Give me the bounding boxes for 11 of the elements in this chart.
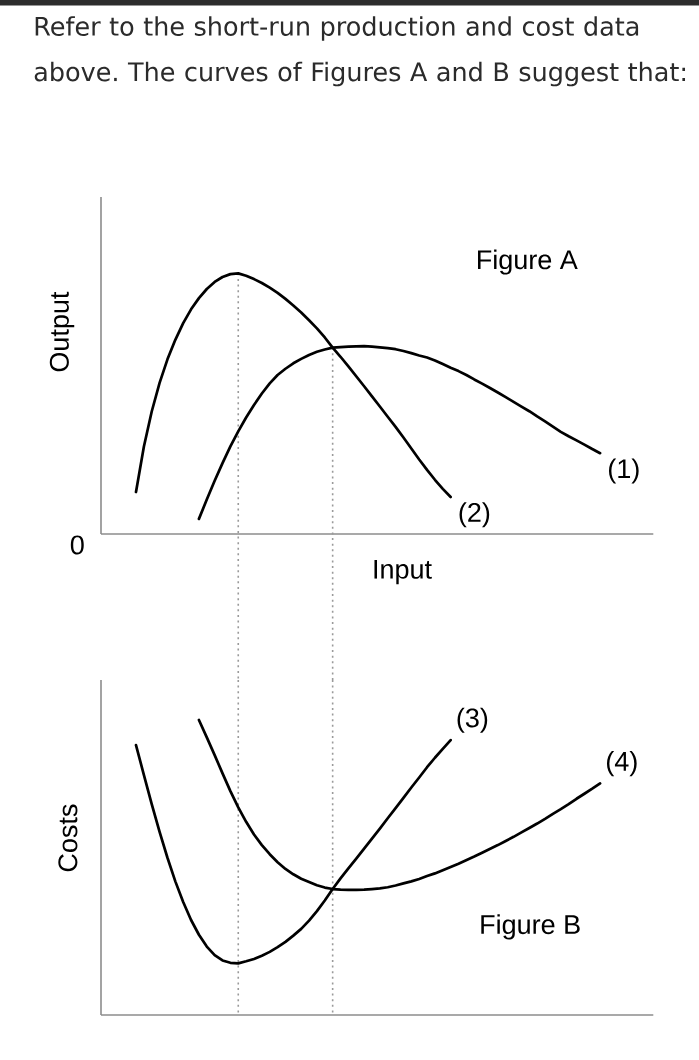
chart-title: Figure A — [478, 249, 578, 275]
text: Figure B — [481, 914, 580, 940]
x-axis-title: Input — [374, 559, 432, 585]
series-label: (1) — [608, 458, 639, 484]
y-axis-title: Output — [49, 291, 75, 372]
series-label: (4) — [606, 751, 637, 777]
text: Refer to the short-run production and cost data above. The curves of Figures A and B suggest that: — [34, 16, 686, 87]
series-label: (2) — [459, 502, 490, 528]
series-label: (3) — [457, 707, 488, 733]
text: 0 — [70, 535, 84, 555]
y-axis-title: Costs — [58, 804, 78, 872]
